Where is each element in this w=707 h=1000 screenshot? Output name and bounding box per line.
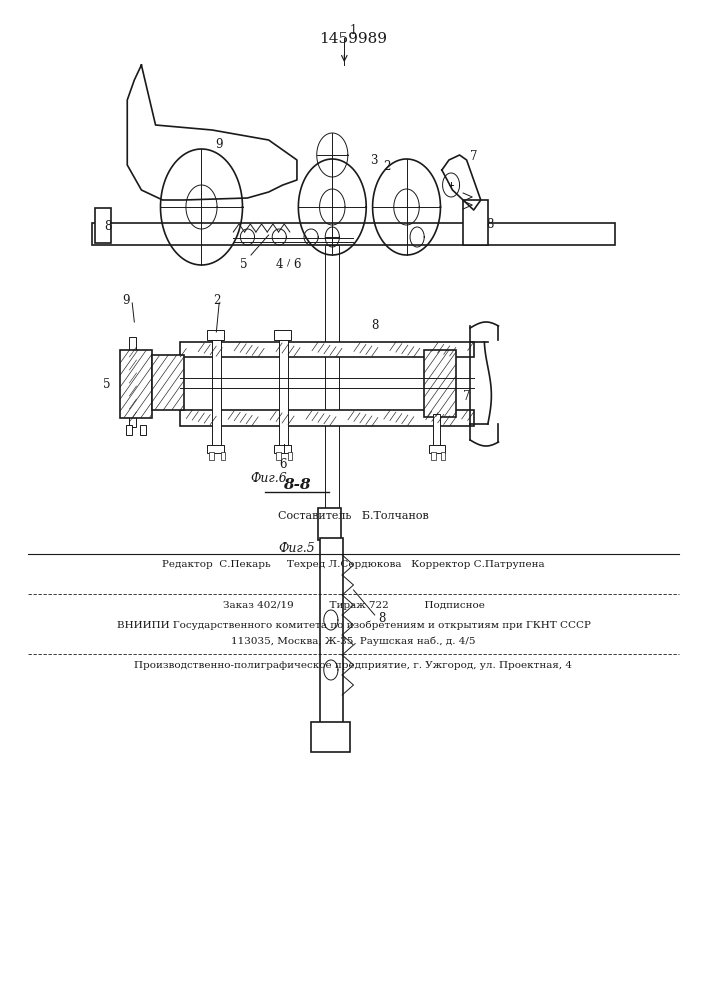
Bar xyxy=(209,452,214,460)
Text: /: / xyxy=(287,258,290,267)
Text: 4: 4 xyxy=(276,258,283,271)
Text: 8: 8 xyxy=(104,221,111,233)
Text: 5: 5 xyxy=(103,377,111,390)
Bar xyxy=(431,452,436,460)
Text: 6: 6 xyxy=(279,458,286,471)
Bar xyxy=(274,445,291,453)
Text: 2: 2 xyxy=(383,159,390,172)
Text: 8-8: 8-8 xyxy=(283,478,311,492)
Bar xyxy=(288,452,292,460)
Text: Составитель   Б.Толчанов: Составитель Б.Толчанов xyxy=(278,511,429,521)
Text: 7: 7 xyxy=(470,150,478,163)
Text: Редактор  С.Пекарь     Техред Л.Сердюкова   Корректор С.Патрупена: Редактор С.Пекарь Техред Л.Сердюкова Кор… xyxy=(162,560,545,569)
Bar xyxy=(433,414,440,447)
Bar xyxy=(212,332,221,447)
Text: 6: 6 xyxy=(293,258,300,271)
Bar xyxy=(221,452,225,460)
Bar xyxy=(279,332,288,447)
Bar xyxy=(95,208,111,243)
Text: Производственно-полиграфическое предприятие, г. Ужгород, ул. Проектная, 4: Производственно-полиграфическое предприя… xyxy=(134,661,573,670)
Text: Заказ 402/19           Тираж 722           Подписное: Заказ 402/19 Тираж 722 Подписное xyxy=(223,601,484,610)
Text: ВНИИПИ Государственного комитета по изобретениям и открытиям при ГКНТ СССР: ВНИИПИ Государственного комитета по изоб… xyxy=(117,620,590,630)
Bar xyxy=(126,425,132,435)
Text: 5: 5 xyxy=(240,258,247,271)
Bar xyxy=(120,350,152,418)
Text: 113035, Москва, Ж-35, Раушская наб., д. 4/5: 113035, Москва, Ж-35, Раушская наб., д. … xyxy=(231,636,476,646)
Bar xyxy=(274,330,291,340)
Bar xyxy=(140,425,146,435)
Bar xyxy=(276,452,281,460)
Bar xyxy=(463,200,488,245)
Text: Фиг.5: Фиг.5 xyxy=(279,542,315,555)
Bar xyxy=(180,342,474,357)
Text: 3: 3 xyxy=(370,154,378,167)
Text: 8: 8 xyxy=(486,219,493,232)
Bar xyxy=(318,508,341,540)
Text: 8: 8 xyxy=(378,611,385,624)
Bar xyxy=(180,410,474,426)
Bar xyxy=(424,350,456,417)
Text: 7: 7 xyxy=(463,390,471,403)
Text: 1459989: 1459989 xyxy=(320,32,387,46)
Bar xyxy=(429,445,445,453)
Bar xyxy=(441,452,445,460)
Text: 9: 9 xyxy=(216,138,223,151)
Bar xyxy=(207,330,224,340)
Bar xyxy=(207,445,224,453)
Text: 9: 9 xyxy=(122,294,129,306)
Bar xyxy=(152,355,184,410)
Bar xyxy=(92,223,615,245)
Bar xyxy=(320,538,343,750)
Text: 1: 1 xyxy=(350,24,357,37)
Text: Фиг.6: Фиг.6 xyxy=(250,472,287,485)
Text: 8: 8 xyxy=(371,319,378,332)
Text: 2: 2 xyxy=(214,294,221,306)
Bar xyxy=(311,722,350,752)
Bar xyxy=(325,245,339,510)
Bar xyxy=(129,337,136,427)
